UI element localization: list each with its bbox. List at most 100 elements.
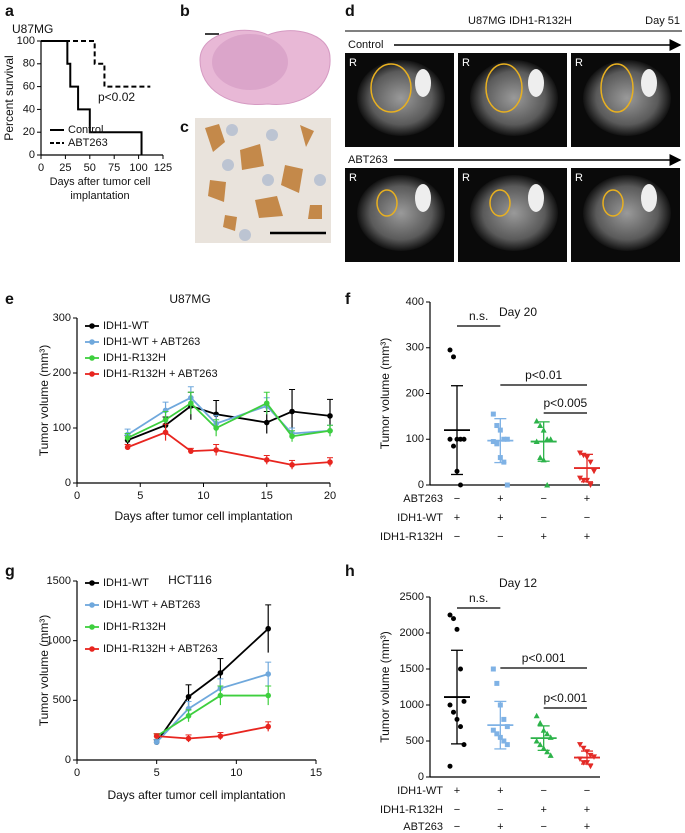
series-line (155, 628, 269, 743)
point (577, 742, 583, 748)
x-tick-label: 20 (324, 490, 336, 502)
group-label: Control (348, 39, 383, 51)
y-tick-label: 100 (17, 35, 35, 47)
legend-label: IDH1-R132H (103, 621, 166, 633)
panel-label: c (180, 119, 189, 136)
row-sign: + (497, 493, 503, 505)
point (490, 439, 496, 445)
point (265, 692, 272, 699)
panel-label: g (5, 563, 15, 580)
point (327, 413, 333, 419)
x-tick-label: 50 (84, 162, 96, 174)
point (458, 436, 463, 442)
x-tick-label: 25 (59, 162, 71, 174)
point (451, 616, 456, 622)
point (587, 482, 594, 488)
point (153, 733, 160, 739)
row-label: IDH1-R132H (380, 804, 443, 816)
panel-label: d (345, 3, 355, 20)
tumor-outline (600, 63, 634, 113)
x-tick-label: 75 (108, 162, 120, 174)
panel-label: b (180, 3, 190, 20)
panel-label: e (5, 291, 14, 308)
point (451, 709, 456, 715)
point (124, 435, 131, 441)
point (289, 433, 295, 440)
row-sign: + (497, 821, 503, 833)
brain (357, 175, 445, 251)
brain (470, 60, 558, 136)
point (263, 400, 270, 407)
point (587, 763, 594, 770)
y-axis-title: Tumor volume (mm³) (37, 345, 51, 457)
row-sign: + (454, 785, 460, 797)
point (533, 712, 540, 719)
row-label: ABT263 (403, 493, 443, 505)
point (547, 436, 554, 442)
row-sign: − (497, 531, 503, 543)
point (458, 666, 463, 672)
survival-curve (41, 40, 151, 88)
row-sign: − (540, 512, 546, 524)
x-tick-label: 10 (197, 490, 209, 502)
row-sign: + (584, 531, 590, 543)
row-sign: − (454, 531, 460, 543)
y-tick-label: 20 (23, 126, 35, 138)
panel-label: a (5, 3, 14, 20)
row-sign: + (497, 512, 503, 524)
row-sign: + (584, 493, 590, 505)
y-axis-title: Tumor volume (mm³) (37, 615, 51, 727)
legend-marker (89, 355, 95, 361)
y-tick-label: 500 (406, 735, 424, 747)
point (577, 450, 583, 456)
row-label: IDH1-R132H (380, 531, 443, 543)
point (504, 742, 510, 748)
series-line (127, 431, 331, 466)
point (577, 475, 583, 482)
chart-title: Day 12 (499, 576, 537, 590)
point (537, 720, 544, 726)
point (447, 347, 453, 353)
y-tick-label: 200 (406, 387, 424, 399)
point (547, 752, 554, 758)
row-sign: + (584, 821, 590, 833)
y-tick-label: 100 (53, 422, 71, 434)
point (461, 742, 467, 748)
point (533, 738, 540, 744)
y-tick-label: 400 (406, 296, 424, 308)
point (124, 444, 131, 451)
point (504, 482, 510, 488)
y-axis-title: Percent survival (2, 55, 16, 140)
point (490, 727, 496, 733)
point (458, 724, 463, 730)
significance: p<0.01 (525, 368, 562, 382)
point (447, 436, 453, 442)
x-tick-label: 100 (129, 162, 147, 174)
side-marker: R (575, 57, 583, 69)
row-sign: + (540, 531, 546, 543)
point (501, 436, 507, 442)
row-sign: + (454, 512, 460, 524)
panel-title: U87MG IDH1-R132H (468, 15, 572, 27)
point (461, 436, 467, 442)
y-tick-label: 0 (65, 477, 71, 489)
y-tick-label: 200 (53, 367, 71, 379)
x-tick-label: 0 (74, 490, 80, 502)
ventricle (528, 69, 544, 97)
point (263, 419, 270, 426)
point (494, 441, 500, 447)
point (537, 454, 544, 461)
nuclei (222, 124, 326, 241)
series-line (156, 725, 269, 740)
y-tick-label: 2000 (400, 627, 424, 639)
point (162, 429, 169, 436)
x-tick-label: 15 (310, 767, 322, 779)
y-tick-label: 1000 (400, 699, 424, 711)
legend-marker (89, 624, 95, 630)
series-line (156, 673, 269, 743)
row-sign: + (540, 804, 546, 816)
point (494, 423, 500, 429)
y-tick-label: 1500 (47, 575, 71, 587)
point (461, 698, 467, 704)
